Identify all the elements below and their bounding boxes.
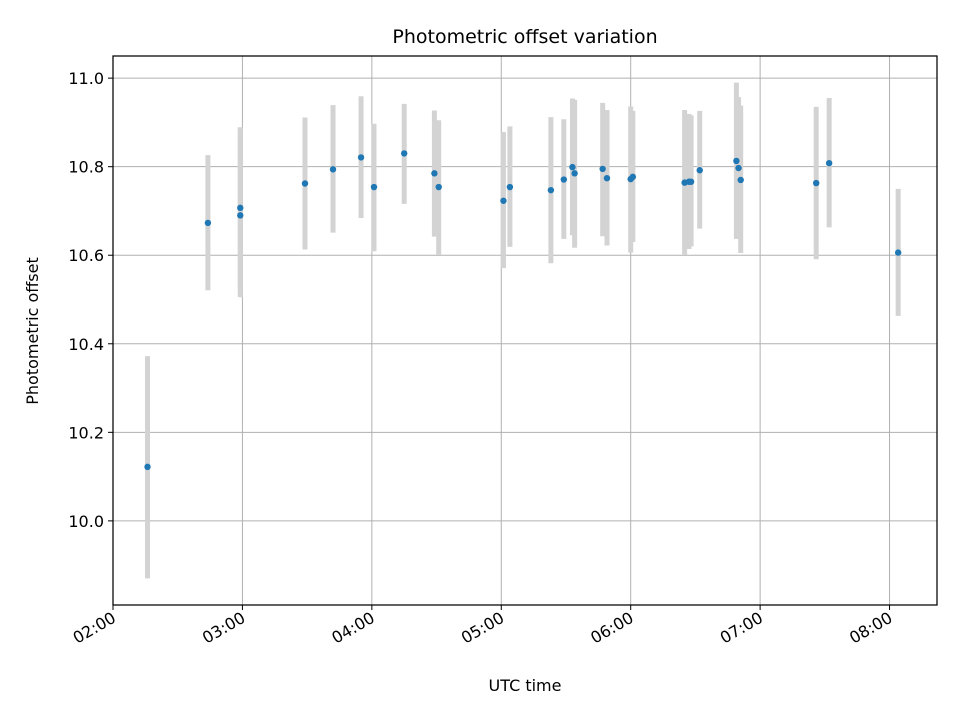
data-point xyxy=(506,183,514,191)
data-point xyxy=(435,183,442,191)
data-point xyxy=(357,154,365,161)
data-point xyxy=(560,176,568,183)
data-point xyxy=(737,176,744,184)
data-points xyxy=(144,150,902,471)
y-tick-label: 10.8 xyxy=(68,158,104,177)
data-point xyxy=(329,166,337,173)
data-point xyxy=(825,159,833,167)
data-point xyxy=(603,174,611,182)
data-point xyxy=(687,178,695,185)
y-axis: 10.0 10.2 10.4 10.6 10.8 11.0 xyxy=(68,69,113,531)
y-tick-label: 10.2 xyxy=(68,423,104,442)
data-point xyxy=(894,249,902,256)
y-tick-label: 11.0 xyxy=(68,69,104,88)
data-point xyxy=(204,219,212,227)
data-point xyxy=(733,157,740,165)
x-axis-label: UTC time xyxy=(489,676,562,695)
y-tick-label: 10.6 xyxy=(68,246,104,265)
data-point xyxy=(237,212,244,219)
data-point xyxy=(629,173,637,181)
data-point xyxy=(696,167,703,174)
data-point xyxy=(370,183,378,191)
y-tick-label: 10.4 xyxy=(68,335,104,354)
y-tick-label: 10.0 xyxy=(68,512,104,531)
data-point xyxy=(301,180,309,187)
data-point xyxy=(144,463,151,471)
data-point xyxy=(735,164,742,172)
data-point xyxy=(569,163,576,171)
data-point xyxy=(813,179,820,187)
data-point xyxy=(237,204,244,212)
data-point xyxy=(599,165,606,173)
data-point xyxy=(547,186,555,194)
data-point xyxy=(500,197,507,204)
y-axis-label: Photometric offset xyxy=(23,257,42,405)
data-point xyxy=(401,150,408,157)
plot-frame xyxy=(112,55,938,606)
data-point xyxy=(431,170,438,177)
data-point xyxy=(571,170,578,177)
chart-title: Photometric offset variation xyxy=(392,26,657,48)
